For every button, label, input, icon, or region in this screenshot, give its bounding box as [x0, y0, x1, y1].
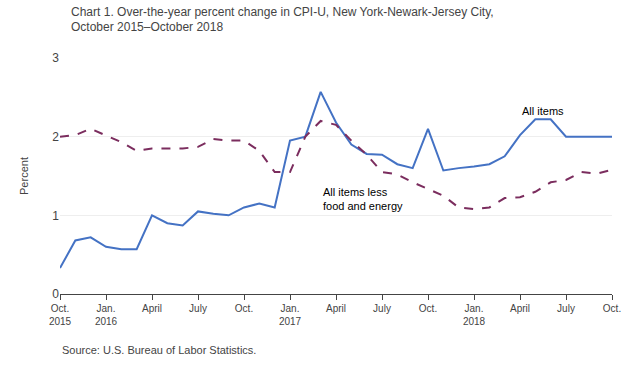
- svg-text:Chart 1. Over-the-year percent: Chart 1. Over-the-year percent change in…: [71, 5, 494, 35]
- svg-text:0: 0: [52, 287, 59, 301]
- svg-text:April: April: [142, 303, 162, 314]
- svg-text:July: July: [373, 303, 391, 314]
- svg-text:1: 1: [52, 209, 59, 223]
- svg-text:Oct.: Oct.: [419, 303, 437, 314]
- svg-text:Oct.: Oct.: [235, 303, 253, 314]
- svg-text:3: 3: [52, 51, 59, 65]
- svg-text:Source: U.S. Bureau of Labor S: Source: U.S. Bureau of Labor Statistics.: [62, 344, 256, 356]
- svg-text:July: July: [189, 303, 207, 314]
- svg-text:All items lessfood and energy: All items lessfood and energy: [323, 186, 403, 212]
- svg-text:July: July: [557, 303, 575, 314]
- svg-text:Jan.2016: Jan.2016: [95, 303, 118, 327]
- svg-text:Percent: Percent: [18, 157, 30, 195]
- svg-text:Oct.2015: Oct.2015: [49, 303, 72, 327]
- svg-text:April: April: [510, 303, 530, 314]
- svg-text:All items: All items: [522, 105, 564, 117]
- svg-text:2: 2: [52, 130, 59, 144]
- svg-text:Jan.2018: Jan.2018: [463, 303, 486, 327]
- svg-text:Oct.: Oct.: [603, 303, 621, 314]
- svg-text:Jan.2017: Jan.2017: [279, 303, 302, 327]
- svg-text:April: April: [326, 303, 346, 314]
